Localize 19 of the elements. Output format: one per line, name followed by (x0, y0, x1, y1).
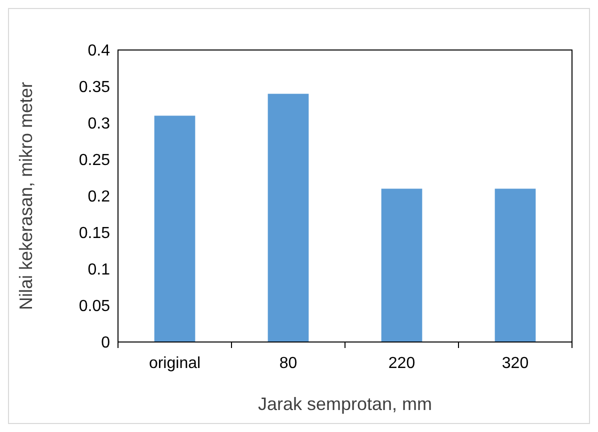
x-tick-label: 220 (388, 355, 416, 372)
x-tick-label: 320 (502, 355, 529, 372)
y-tick-label: 0.25 (78, 152, 110, 170)
x-axis-title: Jarak semprotan, mm (258, 394, 432, 414)
y-axis-title: Nilai kekerasan, mikro meter (16, 82, 36, 310)
y-tick-label: 0.4 (88, 42, 110, 60)
bar (268, 94, 309, 342)
x-tick-label: 80 (279, 355, 298, 372)
bar (494, 188, 536, 342)
y-tick-label: 0.3 (88, 116, 110, 133)
y-tick-label: 0.1 (88, 262, 110, 279)
bar (154, 116, 196, 342)
bar (381, 188, 422, 342)
y-tick-label: 0.35 (78, 79, 110, 96)
y-tick-label: 0.2 (88, 188, 110, 206)
y-tick-label: 0.15 (78, 225, 110, 242)
y-tick-label: 0.05 (78, 298, 110, 316)
y-tick-label: 0 (101, 334, 110, 352)
x-tick-label: original (148, 355, 201, 372)
